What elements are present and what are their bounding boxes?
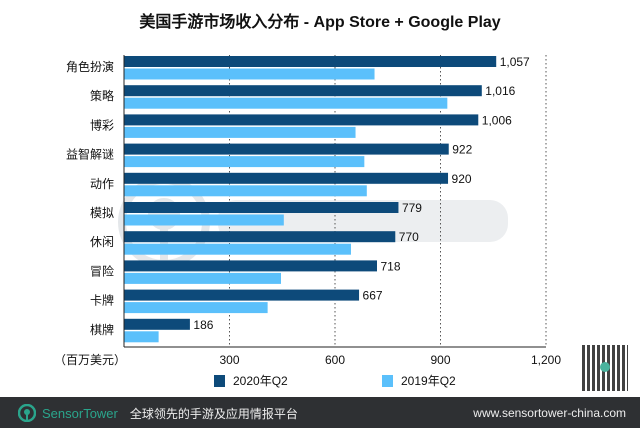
website-link[interactable]: www.sensortower-china.com [473, 406, 626, 420]
data-label: 1,016 [485, 84, 515, 98]
data-label: 920 [452, 172, 472, 186]
category-label: 博彩 [90, 117, 114, 132]
brand-name: SensorTower [42, 405, 118, 421]
x-tick-label: 1,200 [531, 353, 561, 367]
category-label: 模拟 [90, 206, 114, 220]
data-label: 1,006 [482, 113, 512, 127]
bar-2020 [124, 231, 396, 243]
bar-2020 [124, 85, 482, 97]
bar-2019 [124, 243, 351, 255]
bar-2020 [124, 114, 479, 126]
category-label: 动作 [90, 177, 114, 191]
x-tick-label: 300 [219, 353, 239, 367]
chart-title: 美国手游市场收入分布 - App Store + Google Play [139, 14, 501, 31]
bar-2019 [124, 272, 281, 284]
category-label: 卡牌 [90, 294, 114, 308]
category-label: 休闲 [90, 235, 114, 249]
bar-2020 [124, 318, 190, 330]
bar-2020 [124, 143, 449, 155]
category-label: 冒险 [90, 263, 114, 278]
legend-item-2020: 2020年Q2 [214, 372, 288, 389]
bar-2020 [124, 56, 497, 67]
legend-item-2019: 2019年Q2 [382, 372, 456, 389]
bar-2020 [124, 172, 449, 184]
footer: SensorTower 全球领先的手游及应用情报平台 www.sensortow… [0, 397, 640, 428]
qr-code [582, 345, 628, 391]
x-axis-label: （百万美元） [54, 353, 126, 367]
data-label: 667 [363, 289, 383, 303]
data-label: 770 [399, 230, 419, 244]
legend-label: 2019年Q2 [401, 374, 456, 388]
data-label: 779 [402, 201, 422, 215]
data-label: 1,057 [500, 55, 530, 69]
qr-logo-dot [600, 362, 610, 372]
data-label: 186 [193, 318, 213, 332]
bar-2019 [124, 156, 365, 168]
slogan: 全球领先的手游及应用情报平台 [129, 406, 298, 421]
bar-2019 [124, 185, 367, 197]
bar-2019 [124, 68, 375, 80]
bar-2020 [124, 202, 399, 213]
bar-2019 [124, 302, 268, 314]
category-label: 棋牌 [90, 323, 114, 337]
category-label: 角色扮演 [66, 59, 114, 74]
legend-label: 2020年Q2 [233, 374, 288, 388]
x-tick-label: 900 [430, 353, 450, 367]
bar-2020 [124, 260, 377, 272]
bar-2019 [124, 214, 284, 226]
legend-swatch [382, 374, 393, 387]
category-label: 策略 [90, 88, 114, 103]
sensortower-logo-icon [18, 404, 36, 422]
bar-2020 [124, 289, 360, 301]
bar-2019 [124, 126, 356, 138]
data-label: 922 [452, 143, 472, 157]
legend-swatch [214, 374, 225, 387]
bar-2019 [124, 97, 448, 109]
x-tick-label: 600 [325, 353, 345, 367]
data-label: 718 [380, 259, 400, 273]
bar-2019 [124, 331, 159, 343]
category-label: 益智解谜 [66, 147, 114, 162]
